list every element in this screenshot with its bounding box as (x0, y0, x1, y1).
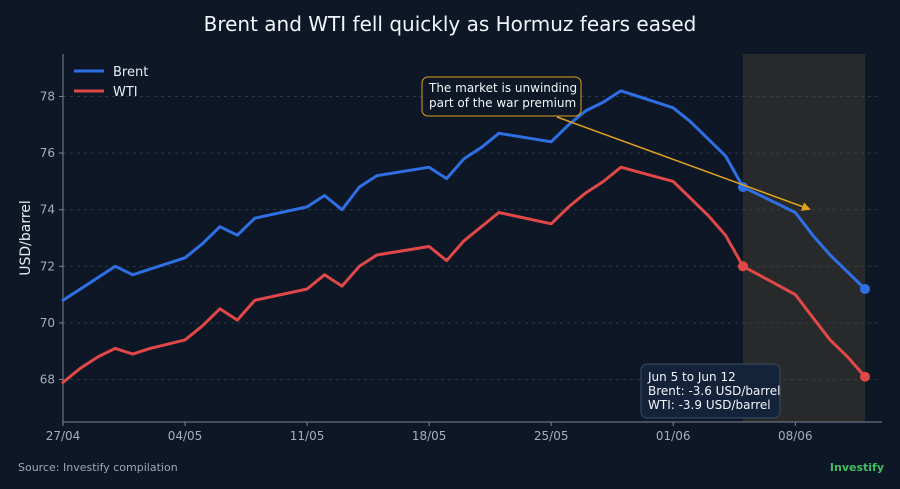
marker-wti (860, 371, 870, 382)
y-tick-label: 76 (40, 146, 55, 160)
annotation: The market is unwinding part of the war … (421, 76, 811, 211)
series-line-brent (61, 89, 867, 302)
marker-wti (737, 261, 748, 272)
brand-logo-text: Investify (829, 461, 884, 474)
y-tick-layer: 68 70 72 74 76 78 (40, 89, 63, 387)
y-tick-label: 70 (40, 316, 55, 330)
legend-label-wti: WTI (113, 85, 138, 100)
annotation-line-2: part of the war premium (429, 96, 576, 110)
summary-box-bg (640, 363, 781, 419)
y-tick-label: 74 (40, 203, 55, 217)
annotation-line-1: The market is unwinding (428, 81, 577, 95)
marker-layer (737, 182, 870, 382)
x-tick-label: 11/05 (290, 429, 325, 443)
legend-label-brent: Brent (113, 65, 148, 80)
summary-line-1: Jun 5 to Jun 12 (647, 370, 736, 384)
y-axis-label: USD/barrel (18, 200, 34, 276)
legend: Brent WTI (74, 65, 148, 100)
x-tick-label: 18/05 (412, 429, 447, 443)
x-tick-label: 08/06 (778, 429, 813, 443)
chart-title: Brent and WTI fell quickly as Hormuz fea… (203, 12, 697, 36)
marker-brent (860, 283, 870, 294)
y-tick-label: 72 (40, 259, 55, 273)
annotation-arrow (556, 116, 811, 211)
x-tick-label: 25/05 (534, 429, 569, 443)
axis-layer (62, 54, 882, 423)
summary-box: Jun 5 to Jun 12 Brent: -3.6 USD/barrel W… (640, 363, 781, 419)
x-tick-label: 27/04 (46, 429, 81, 443)
summary-line-3: WTI: -3.9 USD/barrel (648, 398, 771, 412)
x-tick-label: 04/05 (168, 429, 203, 443)
x-tick-layer: 27/04 04/05 11/05 18/05 25/05 01/06 08/06 (46, 422, 813, 443)
y-tick-label: 68 (40, 373, 55, 387)
shaded-region-layer (742, 54, 865, 422)
series-line-wti (61, 165, 867, 384)
y-tick-label: 78 (40, 89, 55, 103)
shaded-region (742, 54, 865, 422)
series-layer (61, 89, 867, 384)
summary-line-2: Brent: -3.6 USD/barrel (648, 384, 780, 398)
x-tick-label: 01/06 (656, 429, 691, 443)
source-note: Source: Investify compilation (18, 461, 178, 474)
annotation-box (421, 76, 582, 117)
